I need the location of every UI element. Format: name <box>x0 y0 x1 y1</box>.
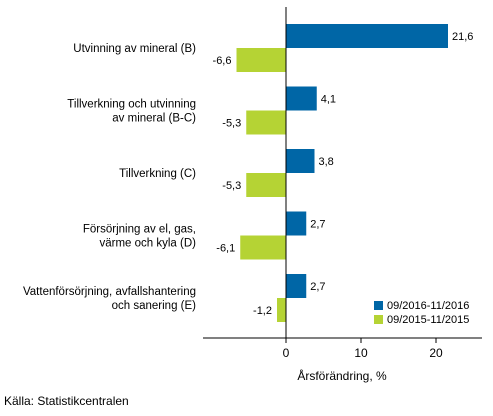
category-label-4-line1: Försörjning av el, gas, <box>83 224 196 236</box>
bars-layer <box>236 24 448 322</box>
category-label-2-line2: av mineral (B-C) <box>112 113 196 125</box>
legend-swatch-1 <box>374 301 383 310</box>
bar-s1-c2 <box>286 86 317 111</box>
bar-s1-c1 <box>286 24 448 48</box>
data-label-s1-c4: 2,7 <box>310 219 325 231</box>
legend-label-2: 09/2015-11/2015 <box>387 314 469 326</box>
x-tick-label-20: 20 <box>429 346 443 360</box>
data-label-s2-c4: -6,1 <box>216 243 235 255</box>
data-labels: 21,6 -6,6 4,1 -5,3 3,8 -5,3 2,7 -6,1 2,7 -1,2 <box>213 31 474 317</box>
x-axis-ticks: 0 10 20 <box>283 338 443 360</box>
category-label-5-line2: och sanering (E) <box>112 300 197 312</box>
category-label-5-line1: Vattenförsörjning, avfallshantering <box>23 286 196 298</box>
data-label-s1-c1: 21,6 <box>452 31 473 43</box>
category-labels: Utvinning av mineral (B) Tillverkning och… <box>23 43 196 312</box>
legend-swatch-2 <box>374 315 383 324</box>
data-label-s2-c5: -1,2 <box>253 305 272 317</box>
data-label-s2-c1: -6,6 <box>213 55 232 67</box>
x-tick-label-0: 0 <box>283 346 290 360</box>
data-label-s2-c2: -5,3 <box>222 118 241 130</box>
data-label-s1-c3: 3,8 <box>319 156 334 168</box>
legend-label-1: 09/2016-11/2016 <box>387 300 469 312</box>
data-label-s2-c3: -5,3 <box>222 180 241 192</box>
bar-s2-c5 <box>277 298 286 322</box>
x-axis-title: Årsförändring, % <box>297 368 387 383</box>
bar-s2-c2 <box>246 110 286 135</box>
bar-s2-c3 <box>246 173 286 197</box>
bar-s2-c4 <box>240 235 286 260</box>
category-label-4-line2: värme och kyla (D) <box>100 238 197 250</box>
bar-s1-c4 <box>286 211 307 236</box>
bar-s1-c3 <box>286 149 315 173</box>
bar-s2-c1 <box>236 48 286 72</box>
category-label-1: Utvinning av mineral (B) <box>73 43 196 55</box>
category-label-3: Tillverkning (C) <box>119 168 196 180</box>
legend: 09/2016-11/2016 09/2015-11/2015 <box>374 300 469 326</box>
bar-s1-c5 <box>286 274 307 298</box>
category-label-2-line1: Tillverkning och utvinning <box>67 99 196 111</box>
data-label-s1-c2: 4,1 <box>321 94 336 106</box>
x-tick-label-10: 10 <box>354 346 368 360</box>
source-note: Källa: Statistikcentralen <box>4 394 129 408</box>
data-label-s1-c5: 2,7 <box>310 281 325 293</box>
